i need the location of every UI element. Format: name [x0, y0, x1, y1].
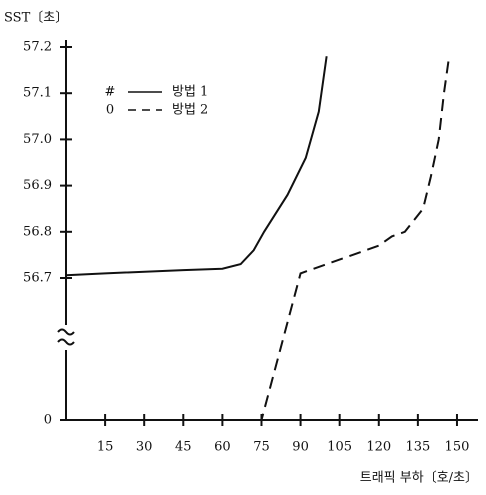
x-tick-label: 150 — [445, 440, 470, 455]
y-tick-label: 56.7 — [23, 271, 52, 286]
y-tick-label: 57.2 — [23, 40, 52, 55]
x-tick-label: 30 — [136, 440, 153, 455]
x-tick-label: 90 — [292, 440, 309, 455]
chart-title: SST〔초〕 — [4, 11, 68, 26]
x-axis-label: 트래픽 부하〔호/초〕 — [360, 471, 478, 486]
y-tick-label: 57.0 — [23, 132, 52, 147]
legend-marker: # — [105, 85, 116, 100]
y-tick-label: 0 — [44, 413, 52, 428]
x-tick-label: 45 — [175, 440, 192, 455]
y-tick-label: 56.8 — [23, 224, 52, 239]
series-line — [65, 56, 328, 277]
series-line — [66, 56, 451, 421]
legend-marker: 0 — [106, 103, 114, 118]
legend-label: 방법 2 — [172, 103, 208, 118]
x-tick-label: 105 — [327, 440, 352, 455]
x-tick-label: 120 — [366, 440, 391, 455]
x-tick-label: 15 — [97, 440, 114, 455]
legend-label: 방법 1 — [172, 85, 208, 100]
x-tick-label: 60 — [214, 440, 231, 455]
axis-break — [57, 328, 75, 346]
y-tick-label: 57.1 — [23, 86, 52, 101]
x-tick-label: 75 — [253, 440, 270, 455]
y-tick-label: 56.9 — [23, 178, 52, 193]
x-tick-label: 135 — [405, 440, 430, 455]
